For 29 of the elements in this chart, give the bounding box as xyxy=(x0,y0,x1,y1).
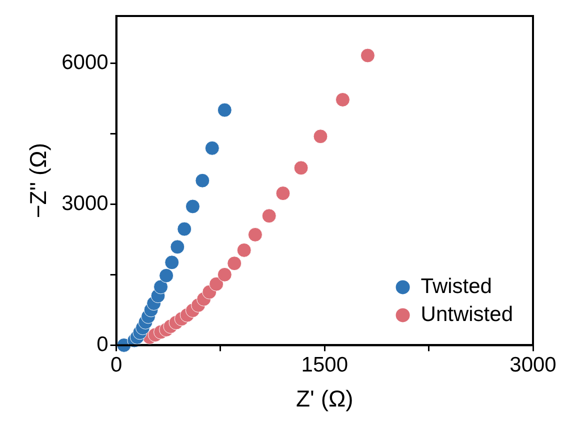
x-tick-label: 1500 xyxy=(301,354,348,377)
point xyxy=(177,222,192,236)
point xyxy=(217,267,232,282)
point xyxy=(276,186,290,201)
point xyxy=(159,268,174,283)
point xyxy=(204,140,220,156)
point xyxy=(154,280,168,294)
point xyxy=(170,240,185,254)
point xyxy=(185,199,200,214)
point xyxy=(164,255,180,270)
legend-label: Twisted xyxy=(420,274,492,298)
legend-label: Untwisted xyxy=(420,302,513,326)
point xyxy=(227,256,242,271)
x-tick-label: 3000 xyxy=(510,354,556,377)
point xyxy=(313,129,328,144)
point xyxy=(195,173,210,188)
point xyxy=(360,48,375,63)
point xyxy=(217,102,232,118)
y-tick-label: 0 xyxy=(96,332,108,356)
y-tick-label: 6000 xyxy=(62,50,108,74)
point xyxy=(294,160,308,176)
y-axis-title: −Z'' (Ω) xyxy=(25,143,52,218)
point xyxy=(236,242,252,258)
point xyxy=(209,276,224,292)
point xyxy=(248,227,262,242)
x-axis-title: Z' (Ω) xyxy=(296,386,354,412)
point xyxy=(335,92,350,107)
point xyxy=(262,208,276,224)
y-tick-label: 3000 xyxy=(62,192,108,215)
